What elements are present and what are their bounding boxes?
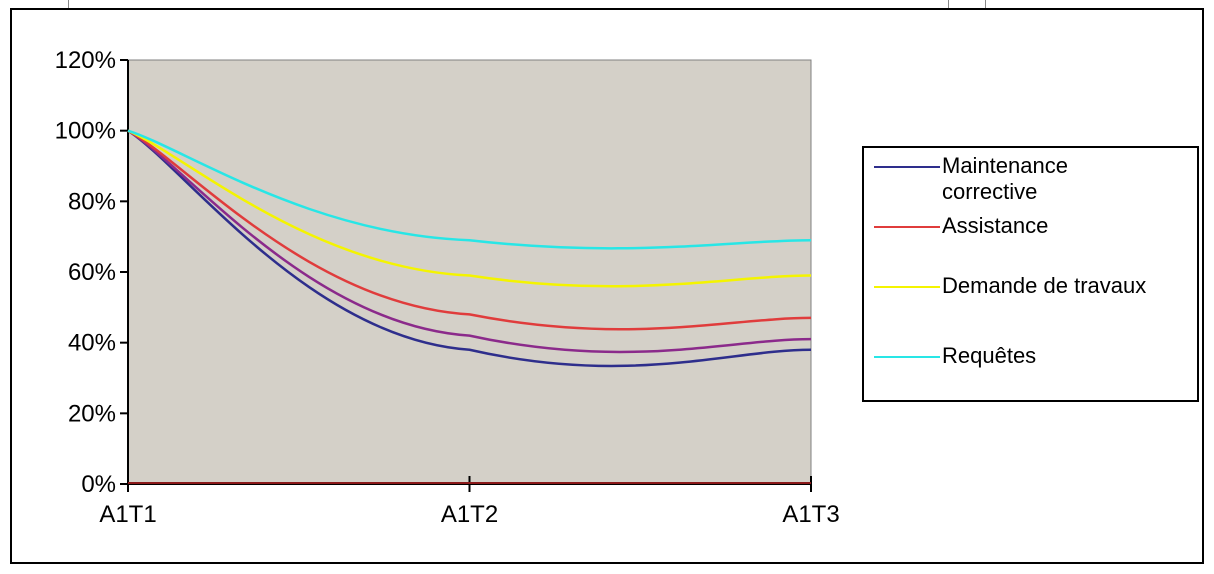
x-tick-label: A1T2 xyxy=(441,501,498,528)
legend-label: Assistance xyxy=(942,213,1049,238)
y-tick-label: 20% xyxy=(68,400,116,427)
plot-area xyxy=(127,59,812,485)
y-tick-label: 80% xyxy=(68,188,116,215)
series-line xyxy=(127,129,812,250)
sheet-gridline-marker xyxy=(68,0,69,8)
sheet-gridline-marker xyxy=(985,0,986,8)
legend-label: Maintenance xyxy=(942,153,1068,178)
legend-swatch xyxy=(874,166,940,168)
sheet-gridline-marker xyxy=(948,0,949,8)
y-tick-label: 100% xyxy=(55,118,116,145)
series-line xyxy=(127,129,812,354)
legend-swatch xyxy=(874,356,940,358)
legend: Maintenance corrective Assistance Demand… xyxy=(862,146,1199,402)
legend-label: Demande de travaux xyxy=(942,273,1147,298)
x-tick-label: A1T1 xyxy=(99,501,156,528)
legend-swatch xyxy=(874,226,940,228)
x-tick-label: A1T3 xyxy=(782,501,839,528)
y-tick-label: 0% xyxy=(81,471,116,498)
series-line xyxy=(127,129,812,331)
legend-label-line2: corrective xyxy=(942,179,1038,204)
legend-label: Requêtes xyxy=(942,343,1037,368)
series-line xyxy=(127,129,812,368)
y-tick-label: 60% xyxy=(68,259,116,286)
series-line xyxy=(127,129,812,288)
y-tick-label: 40% xyxy=(68,330,116,357)
y-tick-label: 120% xyxy=(55,47,116,74)
legend-swatch xyxy=(874,286,940,288)
